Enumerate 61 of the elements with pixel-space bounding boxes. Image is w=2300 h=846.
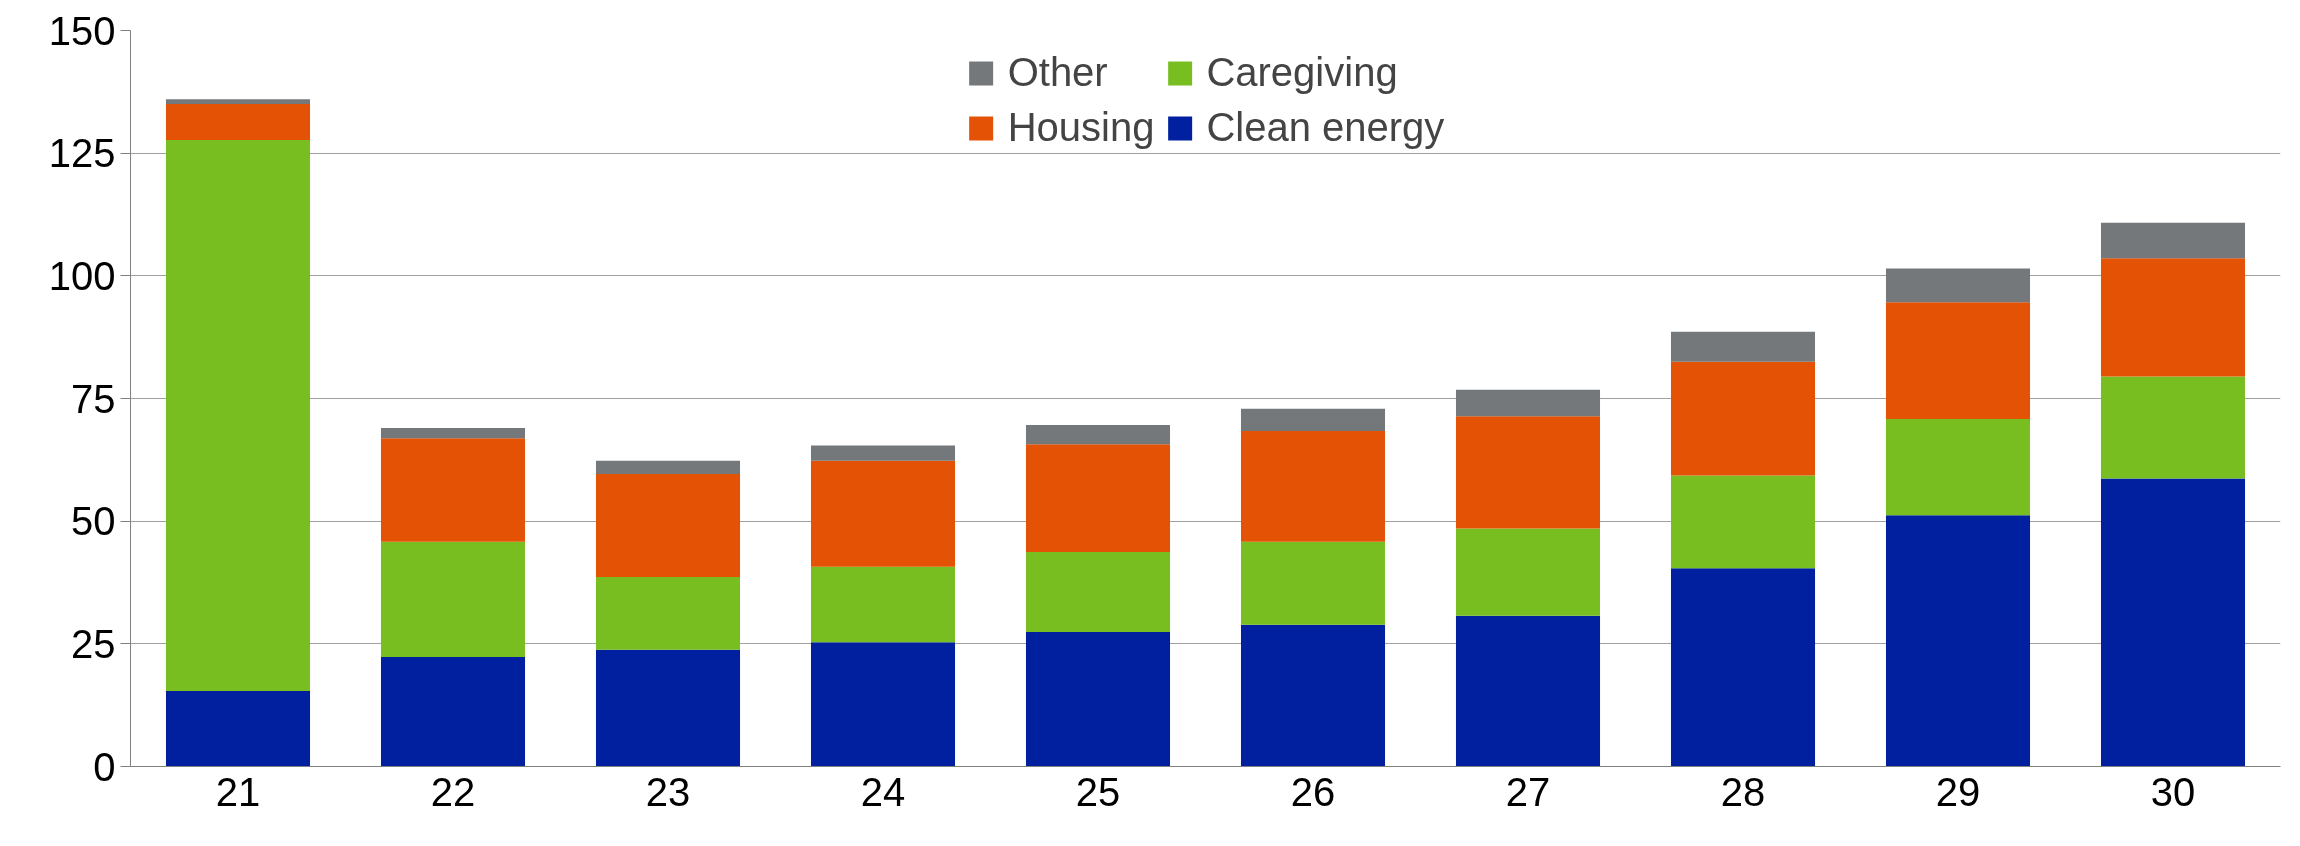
bar — [1240, 541, 1386, 625]
bar — [2100, 222, 2246, 259]
bar — [1670, 568, 1816, 767]
legend-label: Clean energy — [1206, 105, 1445, 150]
legend-label: Other — [1007, 50, 1108, 95]
x-tick-label: 22 — [430, 769, 476, 814]
bar — [810, 460, 956, 567]
y-tick-label: 25 — [71, 621, 116, 666]
bar — [2100, 478, 2246, 767]
x-tick-label: 25 — [1075, 769, 1121, 814]
bar — [1025, 425, 1171, 445]
bar — [165, 690, 311, 767]
bar — [1455, 615, 1601, 767]
bar — [2100, 376, 2246, 479]
y-tick-label: 0 — [93, 744, 116, 789]
bar — [810, 445, 956, 461]
bar — [1455, 389, 1601, 417]
bar — [1670, 475, 1816, 569]
bar — [1025, 444, 1171, 553]
bar — [1240, 430, 1386, 542]
bar — [1025, 632, 1171, 767]
bar — [810, 566, 956, 643]
bar — [1670, 361, 1816, 476]
bar — [1670, 331, 1816, 362]
bar — [595, 649, 741, 767]
x-tick-label: 27 — [1505, 769, 1551, 814]
bar — [595, 460, 741, 475]
y-tick-label: 125 — [48, 131, 116, 176]
x-tick-label: 30 — [2150, 769, 2196, 814]
bar — [1885, 419, 2031, 516]
x-tick-label: 23 — [645, 769, 691, 814]
bar — [1025, 552, 1171, 633]
bar — [165, 104, 311, 140]
bar — [1240, 408, 1386, 431]
bar — [595, 577, 741, 650]
bar — [1455, 416, 1601, 529]
bar — [165, 99, 311, 105]
legend-label: Housing — [1007, 105, 1155, 150]
bar — [1455, 528, 1601, 616]
bar — [380, 657, 526, 767]
y-tick-label: 150 — [48, 8, 116, 53]
bar — [1885, 268, 2031, 303]
bar — [2100, 258, 2246, 377]
legend-label: Caregiving — [1206, 50, 1398, 95]
bar — [165, 139, 311, 691]
x-tick-label: 21 — [215, 769, 261, 814]
bar — [810, 642, 956, 767]
bar — [595, 474, 741, 578]
y-tick-label: 50 — [71, 499, 116, 544]
bar — [1885, 515, 2031, 767]
x-tick-label: 29 — [1935, 769, 1981, 814]
bar — [380, 438, 526, 542]
x-tick-label: 28 — [1720, 769, 1766, 814]
x-tick-label: 26 — [1290, 769, 1336, 814]
bar — [380, 427, 526, 439]
bar — [380, 541, 526, 658]
y-tick-label: 100 — [48, 253, 116, 298]
y-tick-label: 75 — [71, 376, 116, 421]
bar — [1885, 302, 2031, 420]
bar — [1240, 624, 1386, 767]
x-tick-label: 24 — [860, 769, 906, 814]
